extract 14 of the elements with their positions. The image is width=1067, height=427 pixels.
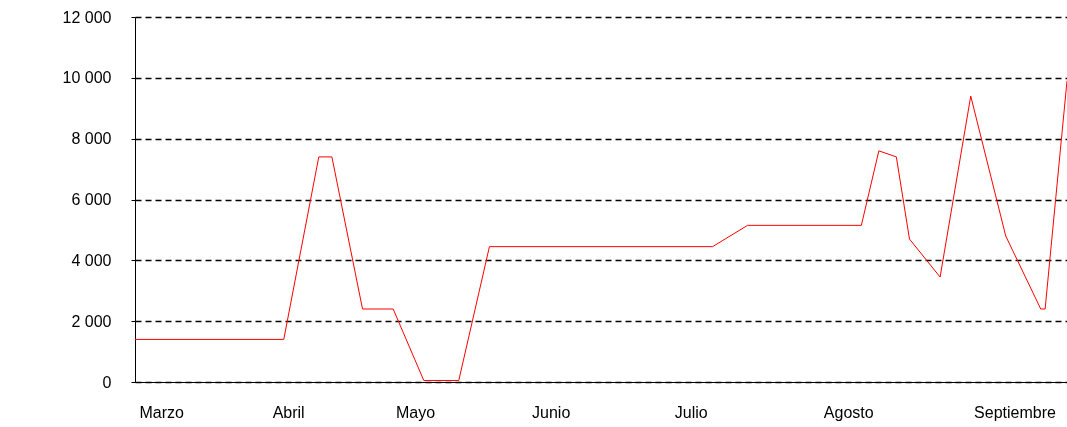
y-tick-label: 8 000 — [71, 130, 112, 148]
x-tick-label: Julio — [674, 403, 708, 421]
x-tick-label: Marzo — [139, 403, 185, 421]
y-tick-label: 12 000 — [62, 8, 112, 26]
x-tick-label: Mayo — [395, 403, 436, 421]
x-tick-label: Abril — [272, 403, 305, 421]
y-tick-label: 10 000 — [62, 69, 112, 87]
x-tick-label: Septiembre — [974, 403, 1056, 421]
x-tick-label: Junio — [532, 403, 571, 421]
y-tick-label: 6 000 — [71, 191, 112, 208]
y-tick-label: 2 000 — [71, 312, 112, 330]
y-tick-label: 0 — [102, 373, 112, 391]
x-tick-label: Agosto — [823, 403, 874, 421]
y-tick-label: 4 000 — [71, 251, 112, 269]
